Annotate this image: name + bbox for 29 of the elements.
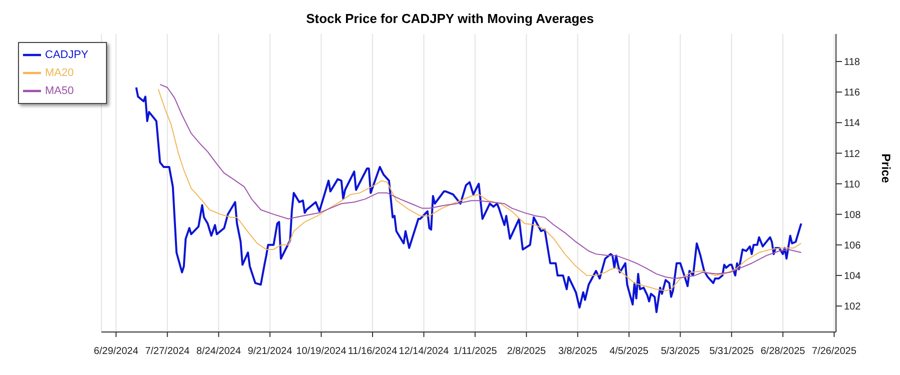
- x-tick-label: 9/21/2024: [248, 346, 293, 358]
- legend-label: MA20: [45, 66, 74, 79]
- x-tick-label: 7/26/2025: [812, 346, 857, 358]
- x-tick-label: 3/8/2025: [558, 346, 598, 358]
- x-tick-label: 2/8/2025: [506, 346, 546, 358]
- y-tick-label: 118: [844, 57, 860, 68]
- y-axis-title: Price: [878, 154, 893, 184]
- y-tick-label: 110: [844, 179, 860, 190]
- legend-label: MA50: [45, 84, 74, 97]
- x-tick-label: 1/11/2025: [453, 346, 498, 358]
- x-tick-label: 5/3/2025: [660, 346, 700, 358]
- y-tick-label: 102: [844, 302, 862, 313]
- chart-title: Stock Price for CADJPY with Moving Averages: [305, 10, 595, 28]
- y-tick-label: 112: [844, 148, 860, 160]
- y-tick-label: 104: [844, 271, 862, 282]
- y-tick-label: 116: [844, 88, 860, 99]
- x-tick-label: 8/24/2024: [196, 346, 242, 358]
- y-tick-label: 108: [844, 210, 862, 221]
- x-tick-label: 11/16/2024: [348, 346, 398, 358]
- x-tick-label: 7/27/2024: [145, 346, 190, 358]
- x-tick-label: 6/29/2024: [94, 346, 139, 358]
- x-tick-label: 10/19/2024: [296, 346, 347, 358]
- x-tick-label: 5/31/2025: [709, 346, 754, 358]
- x-tick-label: 12/14/2024: [398, 346, 450, 358]
- y-tick-label: 114: [844, 118, 860, 130]
- y-tick-label: 106: [844, 240, 862, 252]
- legend-label: CADJPY: [45, 48, 88, 61]
- x-tick-label: 4/5/2025: [610, 346, 649, 358]
- x-tick-label: 6/28/2025: [760, 346, 806, 358]
